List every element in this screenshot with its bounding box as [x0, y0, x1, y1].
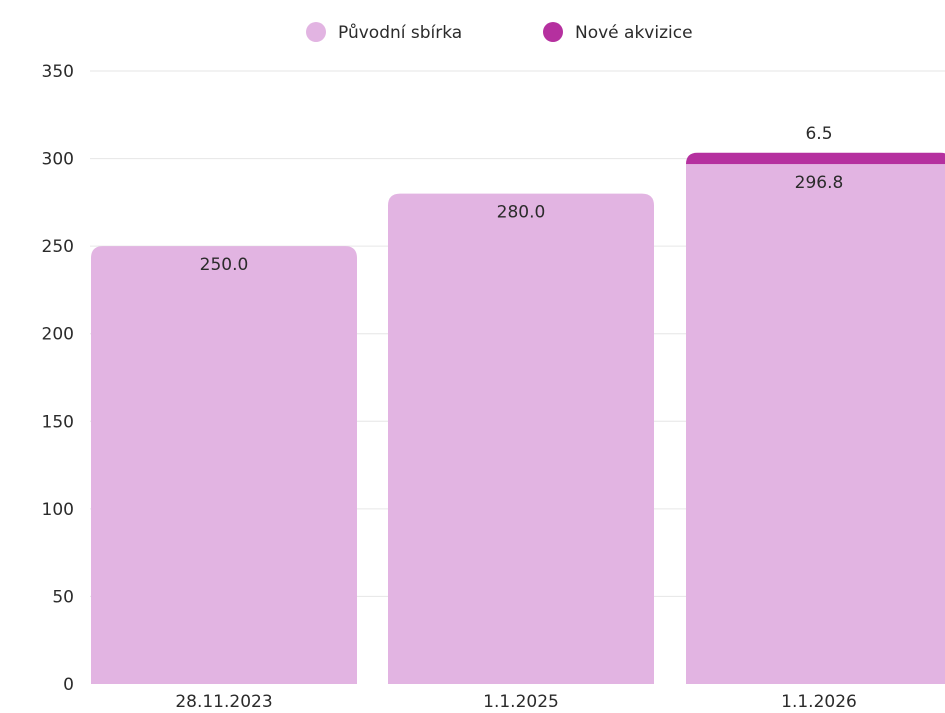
- y-tick-label: 350: [42, 62, 74, 82]
- legend-swatch: [306, 22, 326, 42]
- data-labels: 250.0 280.0 296.8 6.5: [200, 124, 844, 275]
- y-tick-label: 50: [52, 587, 74, 607]
- bar-nove-akvizice[interactable]: [686, 152, 945, 165]
- x-axis-tick-labels: 28.11.2023 1.1.2025 1.1.2026: [175, 692, 857, 712]
- y-tick-label: 0: [63, 675, 74, 695]
- data-label-puvodni-sbirka: 280.0: [497, 203, 546, 223]
- y-tick-label: 200: [42, 325, 74, 345]
- y-tick-label: 100: [42, 500, 74, 520]
- bars: [91, 152, 945, 684]
- bar-puvodni-sbirka[interactable]: [91, 246, 357, 684]
- legend-label: Původní sbírka: [338, 23, 462, 43]
- legend: Původní sbírka Nové akvizice: [306, 22, 693, 43]
- data-label-puvodni-sbirka: 296.8: [795, 173, 844, 193]
- data-label-puvodni-sbirka: 250.0: [200, 255, 249, 275]
- y-tick-label: 250: [42, 237, 74, 257]
- legend-label: Nové akvizice: [575, 23, 693, 43]
- x-tick-label: 1.1.2025: [483, 692, 559, 712]
- bar-puvodni-sbirka[interactable]: [388, 193, 654, 684]
- y-axis-tick-labels: 0 50 100 150 200 250 300 350: [42, 62, 74, 695]
- y-tick-label: 300: [42, 150, 74, 170]
- legend-swatch: [543, 22, 563, 42]
- bar-puvodni-sbirka[interactable]: [686, 164, 945, 684]
- x-tick-label: 28.11.2023: [175, 692, 272, 712]
- legend-item-nove-akvizice[interactable]: Nové akvizice: [543, 22, 693, 43]
- x-tick-label: 1.1.2026: [781, 692, 857, 712]
- y-tick-label: 150: [42, 412, 74, 432]
- legend-item-puvodni-sbirka[interactable]: Původní sbírka: [306, 22, 462, 43]
- data-label-nove-akvizice: 6.5: [805, 124, 832, 144]
